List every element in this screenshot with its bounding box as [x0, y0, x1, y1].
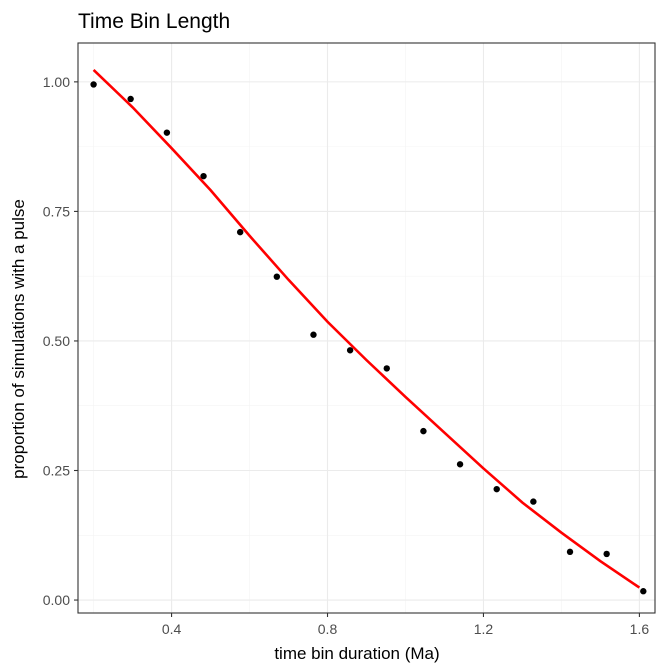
data-point: [346, 347, 354, 354]
data-point: [236, 228, 244, 236]
data-point: [420, 427, 427, 435]
data-point: [90, 81, 97, 88]
y-tick-label: 0.25: [43, 463, 70, 479]
data-point: [530, 498, 537, 505]
plot-area: 0.4 0.8 1.2 1.6 0.00 0.25 0.50 0.75 1.00: [43, 42, 656, 637]
panel-border: [77, 42, 656, 614]
data-point: [493, 485, 500, 493]
chart-title: Time Bin Length: [78, 10, 230, 33]
x-tick-label: 1.6: [630, 621, 650, 637]
x-tick-label: 1.2: [474, 621, 494, 637]
x-axis-title: time bin duration (Ma): [274, 644, 439, 663]
data-point: [456, 461, 464, 468]
data-point: [127, 95, 134, 103]
data-point: [603, 550, 610, 558]
y-axis-title: proportion of simulations with a pulse: [9, 199, 28, 479]
data-point: [566, 548, 574, 556]
data-point: [163, 129, 171, 136]
y-tick-label: 0.00: [43, 592, 70, 608]
y-tick-label: 1.00: [43, 74, 70, 90]
data-point: [640, 588, 647, 595]
data-point: [383, 365, 390, 372]
data-point: [310, 331, 317, 338]
data-point: [273, 273, 281, 280]
y-tick-label: 0.75: [43, 203, 70, 219]
data-point: [200, 172, 207, 180]
x-tick-label: 0.8: [318, 621, 338, 637]
x-tick-label: 0.4: [162, 621, 182, 637]
fitted-curve: [92, 69, 641, 589]
y-tick-label: 0.50: [43, 333, 70, 349]
